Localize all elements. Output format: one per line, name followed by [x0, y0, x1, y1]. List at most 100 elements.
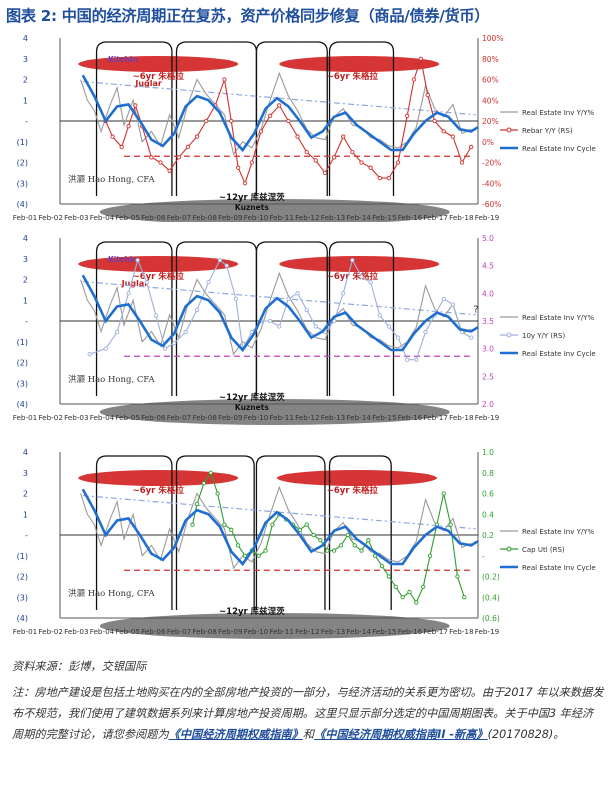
cycle-bracket — [255, 455, 326, 610]
kuznets-oval — [99, 399, 450, 425]
series-marker — [167, 168, 172, 173]
series-marker — [411, 77, 417, 82]
y-tick-left: 1 — [23, 96, 28, 105]
series-marker — [379, 563, 385, 569]
three-yr-label: ~3yr 基钦 — [196, 242, 237, 253]
series-marker — [194, 134, 200, 139]
series-marker — [395, 335, 401, 340]
series-marker — [386, 175, 392, 181]
series-marker — [400, 595, 405, 600]
juglar-oval — [279, 256, 440, 272]
y-tick-left: 1 — [23, 510, 28, 519]
x-tick-label: Feb-03 — [64, 627, 88, 636]
y-tick-right: 1.0 — [482, 448, 494, 457]
x-tick-label: Feb-18 — [449, 627, 474, 636]
series-marker — [103, 346, 108, 351]
series-marker — [407, 589, 412, 595]
legend-label: Real Estate Inv Y/Y% — [522, 109, 594, 117]
series-marker — [229, 527, 234, 532]
x-tick-label: Feb-17 — [423, 213, 447, 222]
x-tick-label: Feb-07 — [167, 627, 191, 636]
kuznets-oval — [99, 199, 450, 222]
juglar-oval — [78, 470, 239, 486]
cycle-bracket — [255, 241, 328, 396]
y-tick-right: 100% — [482, 34, 503, 43]
y-tick-right: 2.5 — [482, 372, 494, 381]
y-tick-left: (3) — [17, 593, 28, 602]
author-label: 洪灏 Hao Hong, CFA — [68, 374, 156, 385]
series-marker — [432, 118, 437, 124]
y-tick-left: 3 — [23, 469, 28, 478]
series-marker — [208, 470, 213, 475]
series-marker — [368, 165, 373, 170]
y-tick-left: (4) — [17, 200, 28, 209]
series-marker — [286, 296, 291, 302]
y-tick-right: 40% — [482, 96, 499, 105]
y-tick-right: 80% — [482, 55, 499, 64]
series-marker — [87, 352, 92, 357]
y-tick-left: (2) — [17, 573, 28, 582]
x-tick-label: Feb-08 — [192, 213, 217, 222]
x-tick-label: Feb-18 — [449, 413, 474, 422]
kuznets-label: Kuznets — [235, 403, 269, 412]
x-tick-label: Feb-05 — [115, 627, 139, 636]
series-marker — [313, 324, 318, 329]
series-marker — [427, 553, 433, 558]
y-tick-left: 4 — [23, 448, 28, 457]
series-marker — [256, 553, 261, 558]
series-marker — [215, 491, 220, 496]
three-yr-label: ~3yr 基钦 — [341, 42, 382, 53]
x-tick-label: Feb-07 — [167, 413, 191, 422]
y-tick-right: 0.8 — [482, 469, 494, 478]
series-marker — [318, 538, 323, 543]
series-marker — [359, 274, 364, 279]
y-tick-right: 3.5 — [482, 317, 494, 326]
series-marker — [258, 129, 264, 134]
y-tick-right: 5.0 — [482, 234, 494, 243]
x-tick-label: Feb-13 — [321, 413, 345, 422]
x-tick-label: Feb-03 — [64, 413, 88, 422]
series-marker — [119, 144, 124, 150]
series-marker — [462, 595, 467, 600]
series-marker — [126, 291, 131, 296]
y-tick-left: (3) — [17, 379, 28, 388]
y-tick-right: 4.5 — [482, 262, 494, 271]
three-yr-label: ~3yr 基钦 — [114, 242, 155, 253]
series-marker — [194, 501, 200, 507]
series-marker — [236, 165, 241, 170]
note-link-guide[interactable]: 《中国经济周期权威指南》 — [168, 728, 303, 741]
series-marker — [331, 155, 337, 160]
legend-label: Rebar Y/Y (RS) — [522, 127, 573, 135]
y-tick-left: (1) — [17, 552, 28, 561]
y-tick-right: 20% — [482, 117, 499, 126]
note-end: (20170828)。 — [487, 728, 565, 741]
x-tick-label: Feb-04 — [90, 627, 115, 636]
juglar-oval — [276, 470, 437, 486]
cycle-bracket — [175, 241, 258, 396]
series-marker — [204, 118, 209, 124]
x-tick-label: Feb-06 — [141, 213, 166, 222]
series-marker — [176, 155, 181, 160]
series-marker — [405, 113, 410, 118]
series-marker — [338, 543, 344, 548]
juglar-oval — [78, 256, 239, 272]
series-marker — [341, 291, 346, 296]
series-marker — [455, 574, 460, 579]
note-link-guide-ii[interactable]: 《中国经济周期权威指南II -新高》 — [314, 728, 488, 741]
kuznets-oval — [99, 613, 450, 639]
series-marker — [359, 160, 364, 165]
x-tick-label: Feb-15 — [372, 413, 396, 422]
series-marker — [110, 134, 115, 139]
y-tick-left: 4 — [23, 234, 28, 243]
x-tick-label: Feb-13 — [321, 213, 345, 222]
x-tick-label: Feb-04 — [90, 413, 115, 422]
x-tick-label: Feb-09 — [218, 213, 243, 222]
series-marker — [414, 357, 419, 362]
series-marker — [270, 522, 275, 527]
y-tick-left: 2 — [23, 490, 28, 499]
series-marker — [295, 291, 300, 296]
series-marker — [185, 144, 191, 150]
six-yr-label: ~6yr 朱格拉 — [133, 271, 185, 282]
series-marker — [468, 335, 474, 340]
series-marker — [233, 296, 239, 302]
